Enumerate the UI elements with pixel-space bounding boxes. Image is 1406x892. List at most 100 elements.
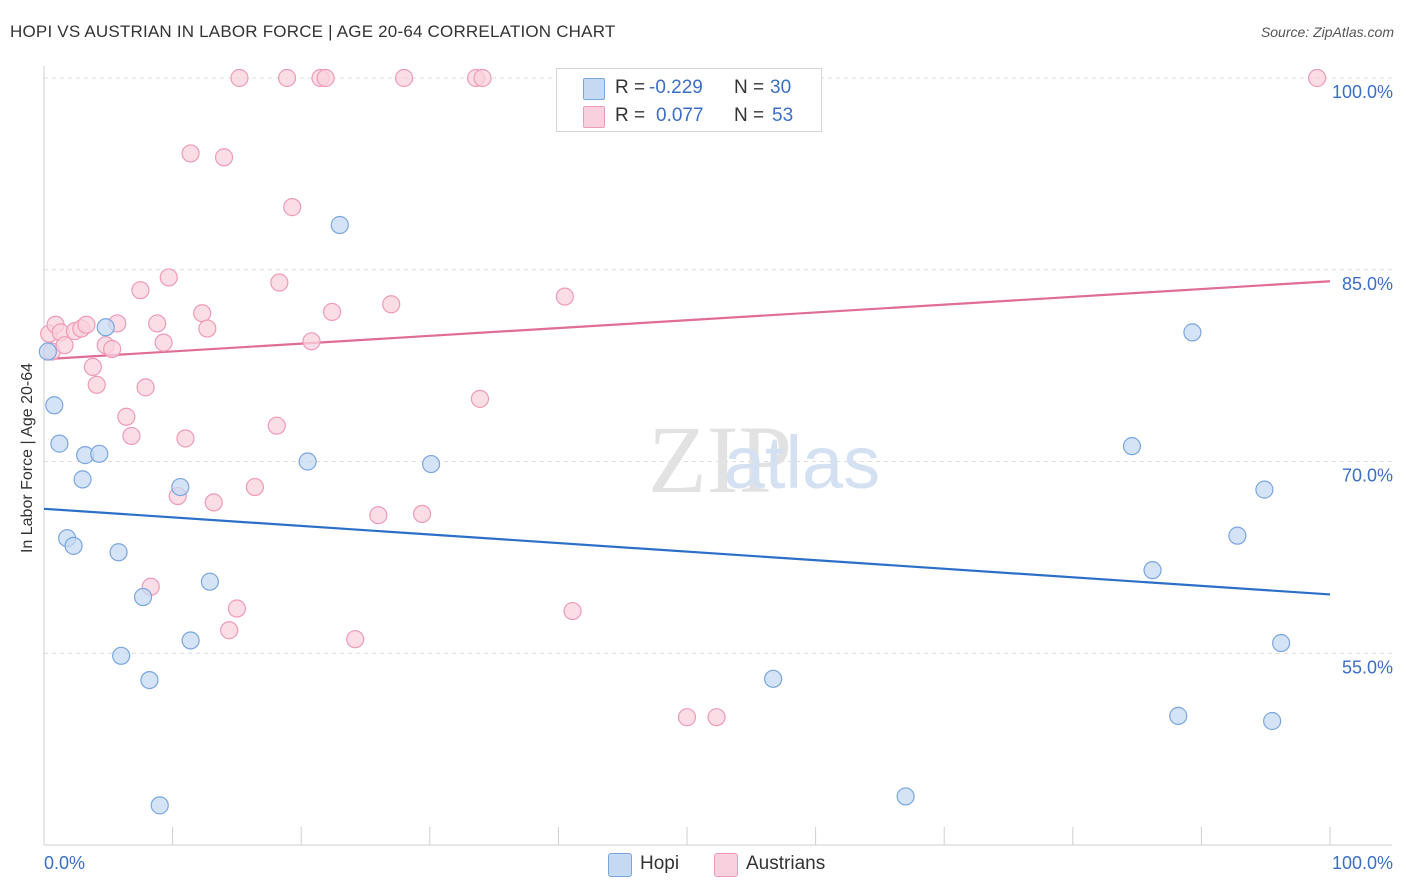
austrians-point bbox=[316, 68, 335, 88]
austrians-point bbox=[394, 68, 414, 88]
austrians-point bbox=[245, 477, 265, 497]
austrians-point bbox=[159, 268, 178, 287]
austrians-point bbox=[198, 319, 217, 338]
austrians-point bbox=[148, 314, 167, 333]
hopi-swatch bbox=[583, 78, 605, 100]
hopi-point bbox=[421, 454, 441, 474]
austrians-point bbox=[55, 336, 74, 355]
austrians-point bbox=[204, 493, 223, 512]
hopi-point bbox=[1169, 706, 1188, 725]
hopi-point bbox=[90, 444, 109, 463]
x-tick-label-min: 0.0% bbox=[44, 853, 85, 873]
hopi-point bbox=[298, 452, 317, 471]
hopi-point bbox=[45, 396, 64, 415]
austrians-point bbox=[346, 630, 365, 649]
austrians-point bbox=[154, 333, 173, 352]
grid-lines bbox=[44, 77, 1392, 654]
watermark-zip: ZIP bbox=[648, 406, 792, 513]
austrians-point bbox=[103, 339, 122, 359]
hopi-point bbox=[181, 631, 200, 650]
austrians-point bbox=[322, 302, 342, 322]
hopi-point bbox=[1183, 323, 1202, 342]
austrians-point bbox=[230, 68, 249, 88]
austrians-point bbox=[117, 407, 136, 426]
austrians-point bbox=[302, 332, 321, 351]
austrians-point bbox=[382, 295, 401, 314]
y-tick-label: 55.0% bbox=[1342, 657, 1393, 677]
hopi-point bbox=[64, 536, 83, 555]
chart-title: HOPI VS AUSTRIAN IN LABOR FORCE | AGE 20… bbox=[10, 22, 616, 41]
austrians-point bbox=[555, 287, 574, 306]
hopi-point bbox=[896, 787, 915, 806]
austrians-point bbox=[677, 708, 697, 727]
hopi-point bbox=[109, 543, 128, 562]
data-points bbox=[38, 68, 1327, 815]
austrians-point bbox=[77, 315, 96, 334]
austrians-point bbox=[87, 375, 106, 394]
y-tick-label: 70.0% bbox=[1342, 466, 1393, 486]
austrians-point bbox=[283, 198, 302, 217]
austrians-point bbox=[83, 357, 102, 377]
austrians-point bbox=[227, 599, 246, 618]
austrians-point bbox=[369, 506, 388, 525]
source-note: Source: ZipAtlas.com bbox=[1260, 24, 1394, 40]
hopi-point bbox=[112, 646, 131, 665]
austrians-point bbox=[131, 281, 150, 300]
correlation-stats-box: R = -0.229 N = 30 R = 0.077 N = 53 bbox=[556, 68, 822, 132]
hopi-r-value: -0.229 bbox=[649, 77, 703, 98]
austrians-point bbox=[122, 426, 141, 446]
austrians-point bbox=[1308, 68, 1327, 88]
hopi-point bbox=[200, 572, 219, 591]
watermark-atlas: atlas bbox=[724, 421, 880, 504]
austrians-point bbox=[707, 708, 726, 727]
n-label: N = bbox=[734, 77, 765, 98]
trend-lines bbox=[43, 280, 1331, 596]
hopi-legend-label: Hopi bbox=[640, 853, 680, 874]
austrians-point bbox=[267, 416, 286, 435]
n-label: N = bbox=[734, 105, 765, 126]
hopi-point bbox=[1228, 526, 1247, 545]
hopi-point bbox=[133, 587, 153, 607]
austrians-n-value: 53 bbox=[772, 105, 794, 126]
hopi-point bbox=[96, 318, 115, 337]
austrians-trend-line bbox=[43, 280, 1331, 361]
r-label: R = bbox=[615, 105, 646, 126]
hopi-n-value: 30 bbox=[770, 77, 792, 98]
austrians-point bbox=[136, 378, 155, 397]
hopi-legend-swatch bbox=[608, 853, 632, 877]
r-label: R = bbox=[615, 77, 646, 98]
austrians-point bbox=[220, 621, 239, 640]
tick-labels: 55.0% 70.0% 85.0% 100.0% 0.0% 100.0% bbox=[44, 82, 1393, 873]
hopi-point bbox=[1272, 633, 1291, 653]
austrians-point bbox=[470, 389, 490, 408]
austrians-point bbox=[412, 504, 432, 524]
hopi-trend-line bbox=[43, 507, 1331, 596]
austrians-point bbox=[176, 429, 195, 448]
hopi-point bbox=[1143, 561, 1162, 580]
austrians-point bbox=[473, 68, 492, 88]
hopi-point bbox=[330, 215, 349, 235]
austrians-r-value: 0.077 bbox=[656, 105, 704, 126]
austrians-point bbox=[270, 273, 289, 292]
hopi-point bbox=[1263, 711, 1282, 731]
austrians-point bbox=[277, 68, 297, 88]
hopi-point bbox=[38, 342, 57, 361]
hopi-point bbox=[50, 434, 69, 453]
austrians-point bbox=[181, 144, 200, 163]
austrians-point bbox=[214, 148, 234, 167]
hopi-point bbox=[1122, 437, 1142, 456]
austrians-legend-swatch bbox=[714, 853, 738, 877]
y-tick-label: 85.0% bbox=[1342, 274, 1393, 294]
austrians-swatch bbox=[583, 106, 605, 128]
hopi-point bbox=[1255, 480, 1274, 499]
x-tick-label-max: 100.0% bbox=[1332, 853, 1393, 873]
y-tick-label: 100.0% bbox=[1332, 82, 1393, 102]
austrians-point bbox=[193, 304, 212, 323]
axes bbox=[43, 66, 1392, 846]
austrians-legend-label: Austrians bbox=[746, 853, 826, 874]
austrians-point bbox=[563, 601, 582, 621]
hopi-point bbox=[150, 796, 169, 815]
stats-row-hopi: R = -0.229 N = 30 bbox=[557, 73, 821, 103]
hopi-point bbox=[764, 669, 783, 688]
